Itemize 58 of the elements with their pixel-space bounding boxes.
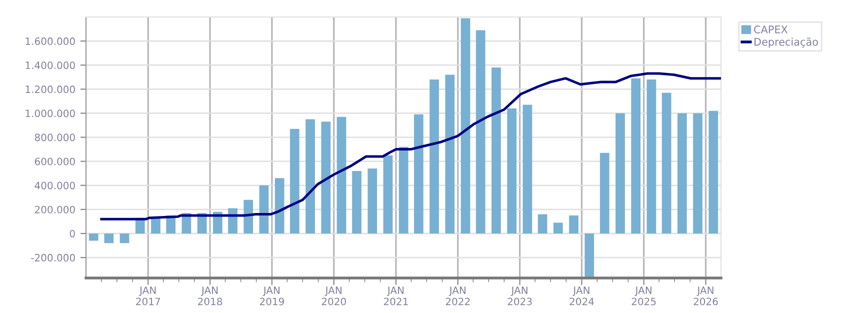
x-tick-label: JAN 2025: [632, 286, 656, 306]
bar: [662, 92, 672, 234]
legend-label: CAPEX: [754, 26, 788, 34]
bar: [693, 113, 702, 234]
bar: [321, 122, 331, 234]
bar: [290, 128, 300, 234]
bar: [631, 78, 641, 234]
bar: [414, 114, 424, 234]
bar: [522, 104, 532, 234]
bar: [584, 234, 594, 278]
bar: [460, 18, 470, 234]
y-tick-label: 600.000: [34, 158, 75, 166]
bar: [600, 152, 610, 234]
x-tick-label: JAN 2021: [384, 286, 408, 306]
bar: [646, 80, 656, 234]
bar: [120, 234, 130, 244]
bar: [677, 113, 687, 234]
y-tick-label: 1.000.000: [26, 110, 75, 118]
bar: [445, 74, 455, 234]
y-tick-label: -200.000: [31, 254, 75, 262]
bar: [492, 68, 501, 234]
y-tick-label: 1.200.000: [26, 86, 75, 94]
x-tick-label: JAN 2020: [322, 286, 346, 306]
bar: [274, 178, 284, 234]
bar: [553, 222, 563, 234]
y-tick-label: 200.000: [34, 206, 75, 214]
bar: [383, 155, 393, 234]
legend-label: Depreciação: [754, 38, 818, 48]
bar: [368, 168, 378, 234]
x-tick-label: JAN 2023: [508, 286, 532, 306]
x-tick-label: JAN 2022: [446, 286, 470, 306]
y-tick-label: 1.600.000: [26, 37, 75, 45]
bar: [306, 119, 315, 234]
bar: [104, 234, 114, 244]
bar: [352, 170, 362, 234]
bar: [708, 110, 718, 234]
x-tick-label: JAN 2024: [570, 286, 594, 306]
bar: [538, 214, 548, 234]
x-tick-label: JAN 2018: [198, 286, 222, 306]
x-tick-label: JAN 2017: [136, 286, 160, 306]
y-tick-label: 0: [70, 230, 75, 238]
x-tick-label: JAN 2026: [694, 286, 718, 306]
bar: [569, 215, 578, 234]
bar: [88, 234, 98, 241]
y-tick-label: 800.000: [34, 134, 75, 142]
bar: [616, 113, 625, 234]
bar: [228, 208, 238, 234]
bar: [507, 108, 516, 234]
bar: [430, 80, 439, 234]
y-tick-label: 400.000: [34, 182, 75, 190]
bar: [398, 146, 408, 234]
bar: [244, 200, 254, 234]
line-series: [100, 72, 721, 220]
x-tick-label: JAN 2019: [260, 286, 284, 306]
bar: [476, 30, 486, 234]
y-tick-label: 1.400.000: [26, 61, 75, 70]
bar: [259, 185, 269, 234]
bar: [336, 116, 346, 234]
